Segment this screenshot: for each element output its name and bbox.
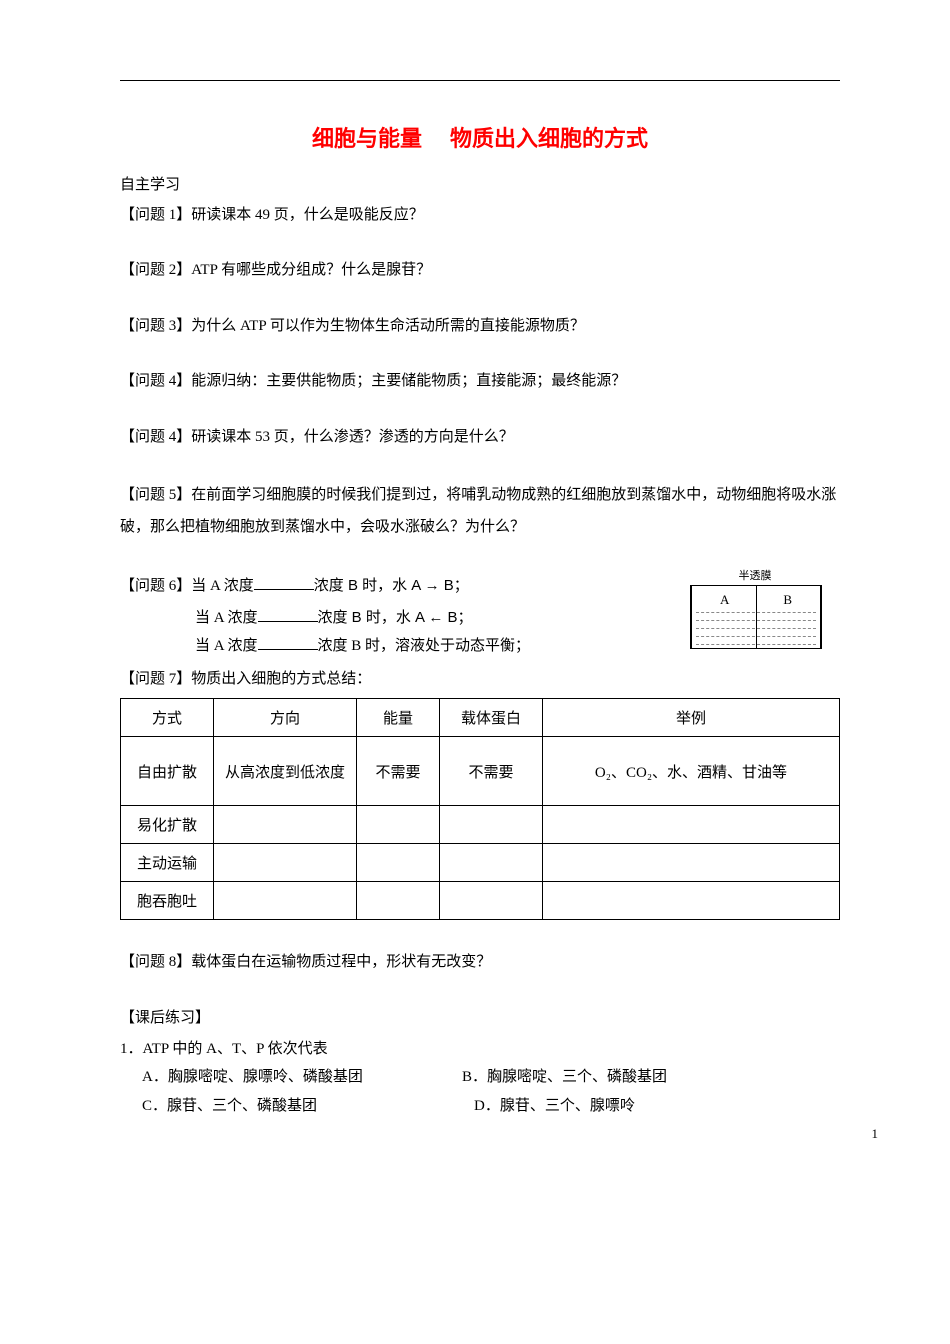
q6-l3b: 浓度 B 时，溶液处于动态平衡； (318, 638, 531, 654)
option-row: A．胸腺嘧啶、腺嘌呤、磷酸基团 B．胸腺嘧啶、三个、磷酸基团 (142, 1063, 840, 1092)
title-part1: 细胞与能量 (312, 126, 422, 151)
top-rule (120, 80, 840, 81)
th-direction: 方向 (214, 699, 357, 737)
table-row: 易化扩散 (121, 806, 840, 844)
exercise-1-stem: 1．ATP 中的 A、T、P 依次代表 (120, 1035, 840, 1064)
cell (543, 882, 840, 920)
cell (214, 806, 357, 844)
cell (440, 882, 543, 920)
membrane-label: 半透膜 (690, 567, 820, 583)
cell: 自由扩散 (121, 737, 214, 806)
q6-l1a: 当 A 浓度 (191, 578, 254, 594)
cell (440, 844, 543, 882)
q6-l1b: 浓度 B 时，水 A → B； (314, 577, 469, 594)
cell: O₂、CO₂、水、酒精、甘油等 (543, 737, 840, 806)
question-6-block: 半透膜 A B 【问题 6】当 A 浓度浓度 B 时，水 A → B； 当 A … (120, 573, 840, 661)
question-7: 【问题 7】物质出入细胞的方式总结： (120, 667, 840, 693)
q6-label: 【问题 6】 (120, 578, 191, 594)
th-carrier: 载体蛋白 (440, 699, 543, 737)
selfstudy-heading: 自主学习 (120, 173, 840, 199)
question-5: 【问题 5】在前面学习细胞膜的时候我们提到过，将哺乳动物成熟的红细胞放到蒸馏水中… (120, 480, 840, 543)
option-c: C．腺苷、三个、磷酸基团 (142, 1092, 462, 1121)
option-row: C．腺苷、三个、磷酸基团 D．腺苷、三个、腺嘌呤 (142, 1092, 840, 1121)
page: 细胞与能量 物质出入细胞的方式 自主学习 【问题 1】研读课本 49 页，什么是吸… (0, 0, 950, 1160)
table-row: 主动运输 (121, 844, 840, 882)
membrane-b: B (783, 592, 792, 608)
th-energy: 能量 (357, 699, 440, 737)
membrane-box: A B (690, 585, 822, 649)
title-part2: 物质出入细胞的方式 (450, 126, 648, 151)
cell: 不需要 (440, 737, 543, 806)
cell: 不需要 (357, 737, 440, 806)
cell (543, 806, 840, 844)
cell (214, 882, 357, 920)
option-b: B．胸腺嘧啶、三个、磷酸基团 (462, 1063, 667, 1092)
question-4b: 【问题 4】研读课本 53 页，什么渗透？渗透的方向是什么？ (120, 425, 840, 451)
cell (214, 844, 357, 882)
cell (543, 844, 840, 882)
cell (357, 882, 440, 920)
option-d: D．腺苷、三个、腺嘌呤 (462, 1092, 635, 1121)
q6-l2a: 当 A 浓度 (195, 610, 258, 626)
th-example: 举例 (543, 699, 840, 737)
q6-l2b: 浓度 B 时，水 A ← B； (318, 609, 473, 626)
th-method: 方式 (121, 699, 214, 737)
cell: 胞吞胞吐 (121, 882, 214, 920)
cell (357, 806, 440, 844)
blank-fill (258, 634, 318, 650)
question-1: 【问题 1】研读课本 49 页，什么是吸能反应？ (120, 203, 840, 229)
option-a: A．胸腺嘧啶、腺嘌呤、磷酸基团 (142, 1063, 462, 1092)
cell: 主动运输 (121, 844, 214, 882)
question-2: 【问题 2】ATP 有哪些成分组成？什么是腺苷？ (120, 258, 840, 284)
table-header-row: 方式 方向 能量 载体蛋白 举例 (121, 699, 840, 737)
cell (440, 806, 543, 844)
blank-fill (254, 574, 314, 590)
transport-table: 方式 方向 能量 载体蛋白 举例 自由扩散 从高浓度到低浓度 不需要 不需要 O… (120, 698, 840, 920)
table-row: 胞吞胞吐 (121, 882, 840, 920)
page-number: 1 (872, 1126, 879, 1142)
membrane-figure: 半透膜 A B (690, 567, 820, 649)
cell: 易化扩散 (121, 806, 214, 844)
page-title: 细胞与能量 物质出入细胞的方式 (120, 121, 840, 153)
question-8: 【问题 8】载体蛋白在运输物质过程中，形状有无改变？ (120, 950, 840, 976)
question-4a: 【问题 4】能源归纳：主要供能物质；主要储能物质；直接能源；最终能源？ (120, 369, 840, 395)
table-row: 自由扩散 从高浓度到低浓度 不需要 不需要 O₂、CO₂、水、酒精、甘油等 (121, 737, 840, 806)
question-3: 【问题 3】为什么 ATP 可以作为生物体生命活动所需的直接能源物质？ (120, 314, 840, 340)
cell (357, 844, 440, 882)
q6-l3a: 当 A 浓度 (195, 638, 258, 654)
blank-fill (258, 606, 318, 622)
cell: 从高浓度到低浓度 (214, 737, 357, 806)
membrane-a: A (720, 592, 729, 608)
exercise-heading: 【课后练习】 (120, 1006, 840, 1027)
exercise-1-options: A．胸腺嘧啶、腺嘌呤、磷酸基团 B．胸腺嘧啶、三个、磷酸基团 C．腺苷、三个、磷… (120, 1063, 840, 1120)
